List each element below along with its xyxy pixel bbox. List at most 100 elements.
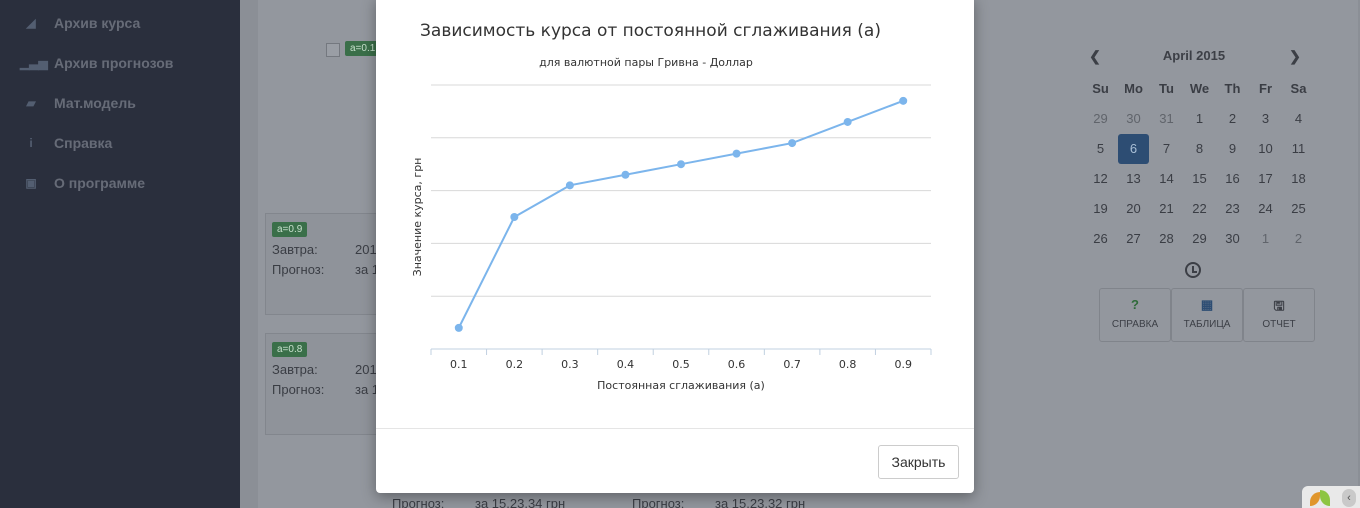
sidebar-item-label: О программе [54, 175, 146, 191]
x-tick-label: 0.1 [450, 358, 468, 371]
data-point[interactable] [621, 170, 630, 179]
leaf-logo-icon [1320, 490, 1330, 506]
corner-widget[interactable]: ‹ [1302, 486, 1360, 508]
close-button[interactable]: Закрыть [878, 445, 959, 479]
data-point[interactable] [788, 139, 797, 148]
calendar-day[interactable]: 5 [1096, 141, 1105, 156]
modal-footer: Закрыть [376, 428, 974, 493]
x-tick-label: 0.4 [617, 358, 635, 371]
data-point[interactable] [454, 323, 463, 332]
x-tick-label: 0.2 [506, 358, 524, 371]
briefcase-icon: ▣ [25, 176, 37, 190]
date-picker: ❮ April 2015 ❯ Su Mo Tu We Th Fr Sa 29 30 31 1 2 3 4 5… [1084, 40, 1320, 342]
report-button[interactable]: 🖫 ОТЧЕТ [1243, 288, 1315, 342]
calendar-day[interactable]: 2 [1294, 231, 1303, 246]
calendar-day[interactable]: 30 [1126, 111, 1141, 126]
book-icon: ▰ [26, 96, 36, 110]
calendar-day[interactable]: 16 [1225, 171, 1240, 186]
data-point[interactable] [510, 213, 519, 221]
help-button-label: СПРАВКА [1111, 319, 1159, 330]
sidebar-item-label: Архив прогнозов [54, 55, 174, 71]
chevron-left-icon[interactable]: ❮ [1089, 48, 1101, 64]
calendar-day[interactable]: 11 [1291, 141, 1306, 156]
tomorrow-label: Завтра: [272, 242, 318, 257]
data-point[interactable] [565, 181, 574, 190]
calendar-day[interactable]: 14 [1159, 171, 1174, 186]
calendar-day[interactable]: 25 [1291, 201, 1306, 216]
calendar-day[interactable]: 22 [1192, 201, 1207, 216]
weekday-header: Mo [1124, 81, 1143, 96]
calendar-day[interactable]: 10 [1258, 141, 1273, 156]
filter-checkbox[interactable] [326, 43, 340, 57]
calendar-day[interactable]: 1 [1261, 231, 1270, 246]
calendar-day[interactable]: 6 [1118, 134, 1149, 164]
x-tick-label: 0.3 [561, 358, 579, 371]
calendar-day[interactable]: 2 [1228, 111, 1237, 126]
calendar-day[interactable]: 18 [1291, 171, 1306, 186]
calendar-day[interactable]: 26 [1093, 231, 1108, 246]
sidebar-item-rate-archive[interactable]: ◢ Архив курса [20, 13, 140, 33]
calendar-day[interactable]: 1 [1195, 111, 1204, 126]
calendar-day[interactable]: 8 [1195, 141, 1204, 156]
table-button[interactable]: ▦ ТАБЛИЦА [1171, 288, 1243, 342]
data-point[interactable] [899, 96, 908, 105]
x-tick-label: 0.6 [728, 358, 746, 371]
sidebar-item-about[interactable]: ▣ О программе [20, 173, 145, 193]
info-icon: i [29, 136, 33, 150]
calendar-month-title[interactable]: April 2015 [1162, 48, 1226, 63]
x-axis-title: Постоянная сглаживания (a) [597, 379, 765, 392]
calendar-day[interactable]: 24 [1258, 201, 1273, 216]
area-chart-icon: ◢ [26, 16, 36, 30]
help-button[interactable]: ? СПРАВКА [1099, 288, 1171, 342]
calendar-day[interactable]: 31 [1159, 111, 1174, 126]
coefficient-badge: a=0.1 [345, 41, 381, 56]
x-tick-label: 0.8 [839, 358, 857, 371]
floppy-disk-icon: 🖫 [1273, 298, 1285, 313]
calendar-day[interactable]: 19 [1093, 201, 1108, 216]
data-point[interactable] [843, 117, 852, 126]
weekday-header: Su [1092, 81, 1109, 96]
sidebar-item-label: Архив курса [54, 15, 141, 31]
calendar-day[interactable]: 30 [1225, 231, 1240, 246]
x-tick-label: 0.5 [672, 358, 690, 371]
line-chart: Зависимость курса от постоянной сглажива… [411, 21, 932, 392]
x-tick-label: 0.7 [783, 358, 801, 371]
weekday-header: Sa [1290, 81, 1307, 96]
weekday-header: Th [1224, 81, 1241, 96]
data-point[interactable] [732, 149, 741, 158]
clock-icon[interactable] [1185, 262, 1201, 278]
calendar-day[interactable]: 15 [1192, 171, 1207, 186]
signal-bars-icon: ▁▃▅ [20, 56, 48, 70]
calendar-day[interactable]: 29 [1093, 111, 1108, 126]
calendar-day[interactable]: 21 [1159, 201, 1174, 216]
calendar-day[interactable]: 23 [1225, 201, 1240, 216]
calendar-day[interactable]: 13 [1126, 171, 1141, 186]
chart-modal: Зависимость курса от постоянной сглажива… [376, 0, 974, 493]
sidebar-item-forecast-archive[interactable]: ▁▃▅ Архив прогнозов [20, 53, 173, 73]
calendar-day[interactable]: 17 [1258, 171, 1273, 186]
chevron-right-icon[interactable]: ❯ [1289, 48, 1301, 64]
series-line [457, 99, 904, 329]
chart-subtitle: для валютной пары Гривна - Доллар [539, 56, 753, 69]
sidebar: ◢ Архив курса ▁▃▅ Архив прогнозов ▰ Мат.… [0, 0, 240, 508]
data-point[interactable] [677, 160, 685, 169]
calendar-day[interactable]: 12 [1093, 171, 1108, 186]
coefficient-badge: a=0.9 [272, 222, 308, 237]
x-tick-label: 0.9 [894, 358, 912, 371]
calendar-day[interactable]: 4 [1294, 111, 1303, 126]
calendar-day[interactable]: 29 [1192, 231, 1207, 246]
tomorrow-value: 201 [355, 242, 377, 257]
forecast-value: за 1 [355, 382, 380, 397]
sidebar-item-help[interactable]: i Справка [20, 133, 112, 153]
calendar-day[interactable]: 28 [1159, 231, 1174, 246]
sidebar-item-label: Мат.модель [54, 95, 136, 111]
calendar-day[interactable]: 3 [1261, 111, 1270, 126]
chevron-left-icon[interactable]: ‹ [1342, 489, 1356, 507]
calendar-day[interactable]: 20 [1126, 201, 1141, 216]
sidebar-item-math-model[interactable]: ▰ Мат.модель [20, 93, 136, 113]
calendar-day[interactable]: 27 [1126, 231, 1141, 246]
tomorrow-value: 201 [355, 362, 377, 377]
calendar-day[interactable]: 7 [1162, 141, 1171, 156]
calendar-day[interactable]: 9 [1228, 141, 1237, 156]
forecast-value: за 15.23.34 грн [475, 496, 566, 508]
